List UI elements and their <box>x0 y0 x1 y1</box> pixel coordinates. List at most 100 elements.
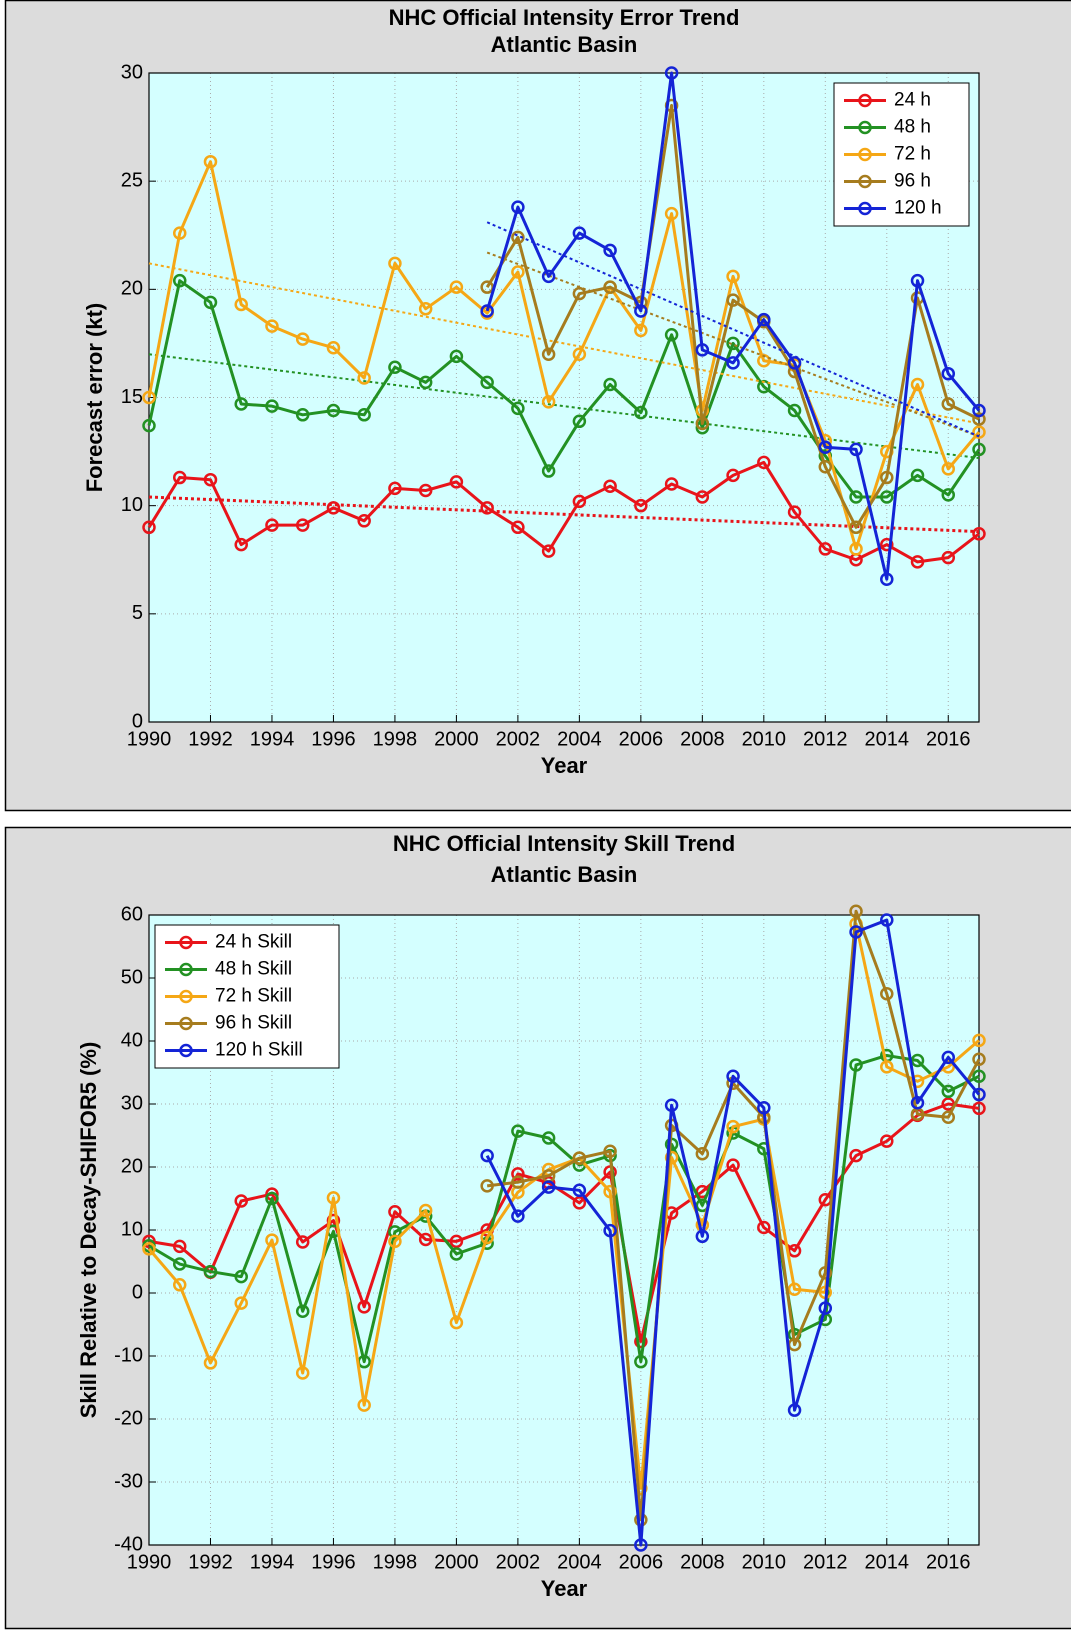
x-tick-label: 2010 <box>742 728 787 750</box>
x-tick-label: 2000 <box>434 728 479 750</box>
x-tick-label: 1998 <box>373 728 418 750</box>
data-point <box>849 490 863 504</box>
trend-line <box>148 353 980 460</box>
data-point <box>849 442 863 457</box>
x-tick-label: 2016 <box>926 728 971 750</box>
data-point <box>787 356 802 370</box>
data-point <box>880 1060 894 1074</box>
data-point <box>880 1134 894 1148</box>
data-point <box>203 1264 218 1279</box>
trend-line <box>148 262 980 425</box>
legend-label: 120 h Skill <box>215 1040 303 1061</box>
legend-label: 96 h <box>894 171 931 192</box>
data-point <box>480 304 494 318</box>
data-point <box>480 501 494 515</box>
legend-label: 96 h Skill <box>215 1013 292 1034</box>
y-tick-label: 10 <box>121 494 143 516</box>
data-point <box>511 1167 525 1181</box>
data-point <box>972 527 986 541</box>
y-tick-label: -30 <box>114 1470 143 1492</box>
x-tick-label: 1994 <box>250 728 295 750</box>
x-tick-label: 2004 <box>557 728 602 750</box>
data-point <box>388 1234 402 1249</box>
data-point <box>203 1356 218 1370</box>
data-point <box>295 1366 310 1380</box>
data-point <box>664 206 679 221</box>
data-point <box>972 442 986 457</box>
data-point <box>142 390 156 405</box>
data-point <box>849 520 863 535</box>
data-point <box>818 1266 833 1280</box>
series-line <box>485 71 981 581</box>
data-point <box>234 1194 248 1208</box>
data-point <box>603 1223 617 1238</box>
data-point <box>941 488 956 502</box>
x-tick-label: 1992 <box>188 1551 233 1573</box>
data-point <box>787 403 802 418</box>
data-point <box>326 1191 341 1205</box>
data-point <box>480 375 494 390</box>
data-point <box>757 1101 771 1115</box>
data-point <box>142 520 156 535</box>
data-point <box>541 544 556 558</box>
data-point <box>511 401 525 416</box>
data-point <box>541 1180 556 1194</box>
data-point <box>603 1144 617 1158</box>
y-tick-label: 60 <box>121 903 143 925</box>
data-point <box>357 514 371 528</box>
x-tick-label: 1998 <box>373 1551 418 1573</box>
data-point <box>941 550 956 565</box>
data-point <box>511 520 525 535</box>
data-point <box>203 154 218 169</box>
y-tick-label: 10 <box>121 1218 143 1240</box>
data-point <box>234 1296 248 1310</box>
data-point <box>910 555 925 569</box>
data-point <box>449 349 464 364</box>
plot-frame <box>148 914 980 1546</box>
data-point <box>726 293 740 307</box>
x-tick-label: 2002 <box>496 728 541 750</box>
x-axis-label: Year <box>541 753 588 778</box>
data-point <box>541 1131 556 1145</box>
data-point <box>265 319 279 333</box>
x-tick-label: 2012 <box>803 1551 848 1573</box>
legend-label: 120 h <box>894 198 942 219</box>
data-point <box>449 1315 464 1330</box>
data-point <box>357 1300 371 1314</box>
data-point <box>849 904 863 918</box>
data-point <box>849 925 863 939</box>
legend-label: 48 h Skill <box>215 959 292 980</box>
legend-marker <box>179 962 193 977</box>
legend-label: 48 h <box>894 117 931 138</box>
data-point <box>910 273 925 288</box>
data-point <box>726 1069 740 1084</box>
x-tick-label: 2006 <box>619 728 664 750</box>
data-point <box>880 470 894 485</box>
data-point <box>234 1269 248 1284</box>
data-point <box>664 1098 679 1113</box>
data-point <box>480 1230 494 1245</box>
data-point <box>265 1191 279 1206</box>
data-point <box>941 366 956 381</box>
x-tick-label: 2008 <box>680 728 725 750</box>
data-point <box>511 1124 525 1138</box>
data-point <box>295 332 310 346</box>
legend-label: 72 h <box>894 144 931 165</box>
y-tick-label: 15 <box>121 386 143 408</box>
data-point <box>572 414 587 429</box>
data-point <box>172 470 187 485</box>
data-point <box>634 405 648 420</box>
legend-label: 24 h Skill <box>215 932 292 953</box>
data-point <box>541 395 556 409</box>
data-point <box>757 1220 771 1235</box>
y-tick-label: 0 <box>132 1281 143 1303</box>
chart-title: NHC Official Intensity Skill Trend <box>393 831 735 856</box>
legend-marker <box>858 201 872 216</box>
data-point <box>541 347 556 361</box>
data-point <box>572 494 587 509</box>
data-point <box>449 280 464 294</box>
chart-title: NHC Official Intensity Error Trend <box>389 5 740 30</box>
y-tick-label: 25 <box>121 169 143 191</box>
y-tick-label: 20 <box>121 1155 143 1177</box>
legend-marker <box>179 935 193 950</box>
